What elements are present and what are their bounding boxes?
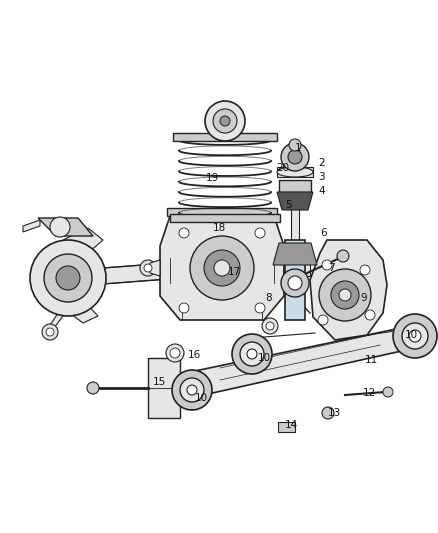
Polygon shape bbox=[23, 220, 40, 232]
Bar bbox=[279, 180, 311, 192]
Circle shape bbox=[44, 254, 92, 302]
Polygon shape bbox=[167, 208, 277, 216]
Text: 9: 9 bbox=[360, 293, 367, 303]
Polygon shape bbox=[63, 300, 98, 323]
Circle shape bbox=[166, 344, 184, 362]
Text: 10: 10 bbox=[258, 353, 271, 363]
Circle shape bbox=[247, 349, 257, 359]
Text: 14: 14 bbox=[285, 420, 298, 430]
Circle shape bbox=[42, 324, 58, 340]
Polygon shape bbox=[277, 192, 313, 210]
Circle shape bbox=[190, 236, 254, 300]
Circle shape bbox=[172, 370, 212, 410]
Polygon shape bbox=[235, 262, 310, 276]
Circle shape bbox=[87, 382, 99, 394]
Polygon shape bbox=[50, 258, 235, 288]
Text: 3: 3 bbox=[318, 172, 325, 182]
Polygon shape bbox=[273, 243, 317, 265]
Circle shape bbox=[214, 260, 230, 276]
Text: 19: 19 bbox=[206, 173, 219, 183]
Circle shape bbox=[365, 310, 375, 320]
Circle shape bbox=[179, 303, 189, 313]
Circle shape bbox=[318, 315, 328, 325]
Bar bbox=[277, 167, 313, 177]
Text: 7: 7 bbox=[328, 263, 335, 273]
Text: 18: 18 bbox=[213, 223, 226, 233]
Circle shape bbox=[220, 116, 230, 126]
Circle shape bbox=[232, 334, 272, 374]
Circle shape bbox=[205, 101, 245, 141]
Circle shape bbox=[213, 109, 237, 133]
Text: 4: 4 bbox=[318, 186, 325, 196]
Circle shape bbox=[144, 264, 152, 272]
Circle shape bbox=[46, 328, 54, 336]
Circle shape bbox=[204, 250, 240, 286]
Circle shape bbox=[289, 139, 301, 151]
Circle shape bbox=[402, 323, 428, 349]
Text: 1: 1 bbox=[295, 143, 302, 153]
Polygon shape bbox=[38, 218, 93, 236]
Text: 5: 5 bbox=[285, 200, 292, 210]
Circle shape bbox=[322, 260, 332, 270]
Text: 15: 15 bbox=[153, 377, 166, 387]
Circle shape bbox=[266, 322, 274, 330]
Ellipse shape bbox=[277, 167, 313, 177]
Circle shape bbox=[322, 407, 334, 419]
Text: 17: 17 bbox=[228, 267, 241, 277]
Circle shape bbox=[409, 330, 421, 342]
Polygon shape bbox=[173, 133, 277, 141]
Circle shape bbox=[240, 342, 264, 366]
Circle shape bbox=[262, 318, 278, 334]
Bar bbox=[291, 195, 299, 250]
Circle shape bbox=[288, 150, 302, 164]
Circle shape bbox=[255, 228, 265, 238]
Circle shape bbox=[281, 143, 309, 171]
Circle shape bbox=[30, 240, 106, 316]
Polygon shape bbox=[170, 214, 280, 222]
Polygon shape bbox=[63, 228, 103, 253]
Circle shape bbox=[339, 289, 351, 301]
Circle shape bbox=[187, 385, 197, 395]
Circle shape bbox=[288, 276, 302, 290]
Text: 13: 13 bbox=[328, 408, 341, 418]
Bar bbox=[285, 240, 305, 320]
Circle shape bbox=[140, 260, 156, 276]
Text: 11: 11 bbox=[365, 355, 378, 365]
Circle shape bbox=[281, 269, 309, 297]
Text: 8: 8 bbox=[265, 293, 272, 303]
Circle shape bbox=[170, 348, 180, 358]
Circle shape bbox=[56, 266, 80, 290]
Circle shape bbox=[360, 265, 370, 275]
Text: 2: 2 bbox=[318, 158, 325, 168]
Circle shape bbox=[255, 303, 265, 313]
Circle shape bbox=[393, 314, 437, 358]
Polygon shape bbox=[278, 422, 295, 432]
Circle shape bbox=[337, 250, 349, 262]
Polygon shape bbox=[165, 325, 415, 398]
Text: 12: 12 bbox=[363, 388, 376, 398]
Polygon shape bbox=[160, 216, 284, 320]
Polygon shape bbox=[310, 240, 387, 340]
Text: 10: 10 bbox=[195, 393, 208, 403]
Circle shape bbox=[331, 281, 359, 309]
Polygon shape bbox=[284, 260, 294, 276]
Text: 20: 20 bbox=[276, 163, 289, 173]
Circle shape bbox=[180, 378, 204, 402]
Polygon shape bbox=[48, 306, 63, 336]
Circle shape bbox=[179, 228, 189, 238]
Polygon shape bbox=[150, 260, 160, 276]
Text: 6: 6 bbox=[320, 228, 327, 238]
Circle shape bbox=[319, 269, 371, 321]
Polygon shape bbox=[148, 358, 180, 418]
Circle shape bbox=[383, 387, 393, 397]
Circle shape bbox=[50, 217, 70, 237]
Text: 10: 10 bbox=[405, 330, 418, 340]
Text: 16: 16 bbox=[188, 350, 201, 360]
